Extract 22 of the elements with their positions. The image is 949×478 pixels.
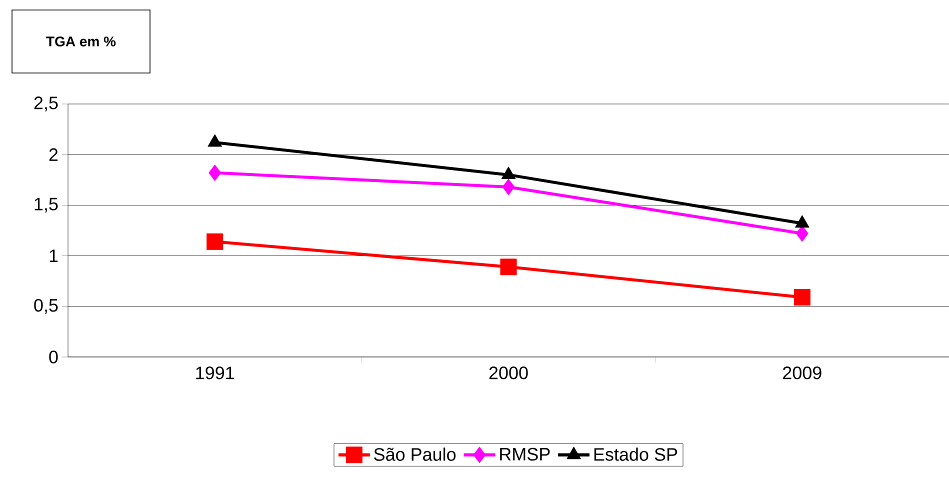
point [500, 258, 517, 276]
y-tick-label: 0,5 [34, 298, 58, 314]
y-tick-label: 2,5 [34, 96, 58, 112]
legend-label: RMSP [500, 448, 550, 461]
point [208, 164, 222, 182]
y-tick-label: 1 [50, 250, 58, 262]
point [794, 289, 810, 306]
point [501, 166, 516, 180]
point [208, 134, 222, 147]
y-tick-label: 0 [49, 350, 58, 364]
legend-label: Estado SP [594, 448, 678, 461]
x-tick-label: 1991 [196, 366, 234, 380]
chart-title: TGA em % [46, 36, 116, 46]
x-tick-label: 2009 [783, 366, 822, 380]
legend-label: São Paulo [374, 448, 456, 461]
x-tick-label: 2000 [489, 366, 528, 380]
y-tick-label: 1,5 [34, 198, 58, 213]
point [206, 233, 224, 250]
y-tick-label: 2 [49, 148, 58, 161]
point [794, 215, 810, 228]
point [796, 225, 808, 242]
point [502, 178, 515, 196]
